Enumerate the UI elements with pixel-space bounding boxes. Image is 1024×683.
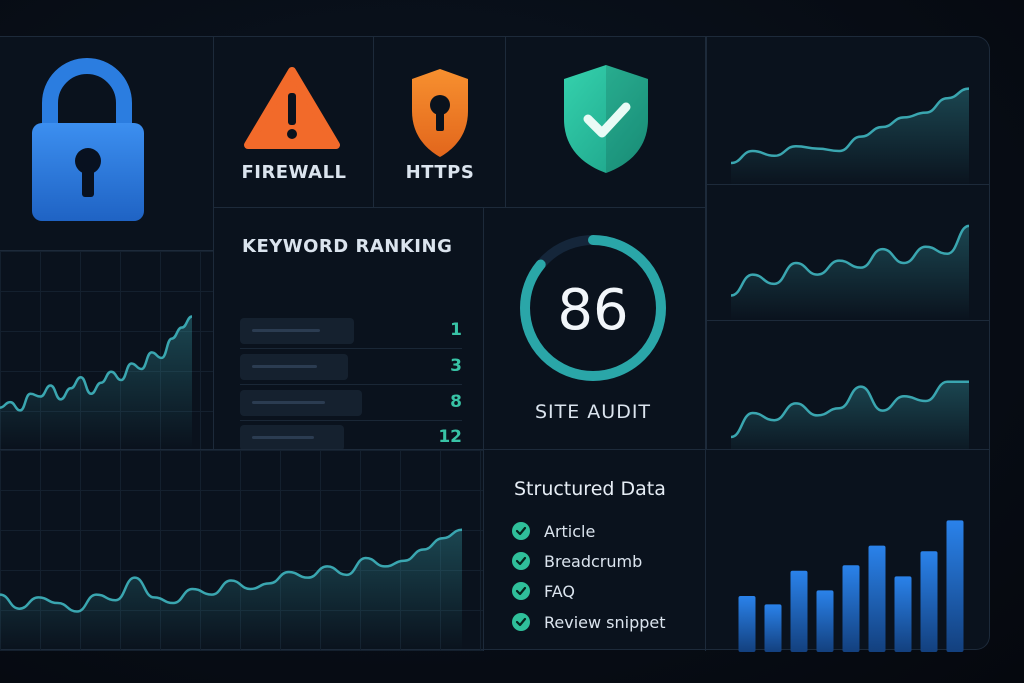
keyword-rank: 12 xyxy=(438,427,462,447)
chart-area-fill xyxy=(731,88,969,185)
https-panel: HTTPS xyxy=(374,37,506,207)
chart-series-line xyxy=(730,380,969,439)
divider xyxy=(214,207,706,208)
firewall-label: FIREWALL xyxy=(241,162,347,183)
chart-series-line xyxy=(0,528,463,613)
trend-chart-bottom xyxy=(0,528,463,651)
structured-data-title: Structured Data xyxy=(514,478,666,500)
bar-chart xyxy=(738,520,964,652)
trend-chart-panel-1 xyxy=(706,37,990,185)
site-audit-gauge xyxy=(520,235,666,381)
check-icon xyxy=(512,613,530,631)
structured-data-item[interactable]: Article xyxy=(512,520,595,542)
chart-bar xyxy=(790,570,808,652)
check-icon xyxy=(512,582,530,600)
structured-data-item-label: FAQ xyxy=(544,581,575,601)
keyword-ranking-title: KEYWORD RANKING xyxy=(242,236,453,257)
warning-icon xyxy=(244,67,340,149)
chart-bar xyxy=(894,576,912,652)
trend-chart-panel-3 xyxy=(706,321,990,449)
structured-data-item[interactable]: FAQ xyxy=(512,580,575,602)
chart-bar xyxy=(764,604,782,652)
dashboard-board: FIREWALL HTTPS xyxy=(0,36,990,652)
chart-area-fill xyxy=(0,529,462,651)
check-icon xyxy=(512,522,530,540)
lock-icon xyxy=(32,58,144,221)
trend-chart-panel-bottom xyxy=(0,450,484,651)
keyword-row[interactable]: 8 xyxy=(240,390,462,416)
trend-chart-3 xyxy=(730,380,969,449)
site-audit-panel: 86 SITE AUDIT xyxy=(484,208,706,449)
check-shield-icon xyxy=(564,65,648,173)
site-audit-score: 86 xyxy=(557,278,629,343)
keyword-rank: 1 xyxy=(450,320,462,340)
lock-panel xyxy=(0,37,214,251)
trend-chart-left xyxy=(0,315,193,449)
keyword-row[interactable]: 12 xyxy=(240,425,462,451)
trend-chart-panel-2 xyxy=(706,185,990,321)
chart-bar xyxy=(946,520,964,652)
keyword-rank: 3 xyxy=(450,356,462,376)
keyword-row[interactable]: 3 xyxy=(240,354,462,380)
bar-chart-panel xyxy=(706,449,990,652)
check-icon xyxy=(512,552,530,570)
chart-series-line xyxy=(0,315,193,412)
chart-area-fill xyxy=(731,381,969,449)
chart-bar xyxy=(868,545,886,652)
keyword-ranking-panel: KEYWORD RANKING 1 3 8 12 xyxy=(214,208,484,451)
chart-series-line xyxy=(730,87,970,165)
trend-chart-panel-left xyxy=(0,251,214,449)
chart-bar xyxy=(920,551,938,652)
keyhole-shield-icon xyxy=(412,69,468,157)
chart-area-fill xyxy=(0,316,192,449)
divider xyxy=(0,449,706,450)
site-audit-label: SITE AUDIT xyxy=(534,401,652,423)
structured-data-item-label: Breadcrumb xyxy=(544,551,643,571)
chart-series-line xyxy=(730,224,970,297)
trend-chart-2 xyxy=(730,224,970,321)
keyword-row[interactable]: 1 xyxy=(240,318,462,344)
structured-data-item-label: Review snippet xyxy=(544,612,666,632)
firewall-panel: FIREWALL xyxy=(214,37,374,207)
keyword-rank: 8 xyxy=(450,392,462,412)
chart-bar xyxy=(842,565,860,652)
https-label: HTTPS xyxy=(405,162,475,183)
chart-area-fill xyxy=(731,225,969,321)
trend-chart-1 xyxy=(730,87,970,185)
chart-bar xyxy=(738,596,756,652)
structured-data-item[interactable]: Review snippet xyxy=(512,611,666,633)
chart-bar xyxy=(816,590,834,652)
shield-panel xyxy=(506,37,706,207)
structured-data-panel: Structured Data Article Breadcrumb FAQ R… xyxy=(484,450,706,651)
structured-data-item-label: Article xyxy=(544,521,596,541)
structured-data-item[interactable]: Breadcrumb xyxy=(512,550,642,572)
